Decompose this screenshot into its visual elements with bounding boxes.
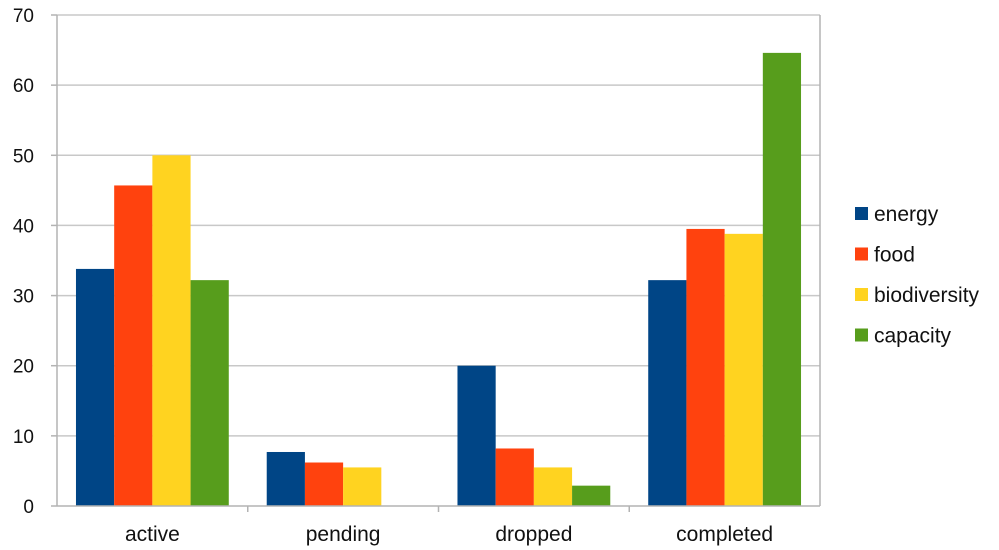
- bar-biodiversity-pending: [343, 467, 382, 506]
- legend-swatch: [855, 247, 868, 261]
- bar-biodiversity-completed: [724, 233, 763, 507]
- bar-food-active: [114, 185, 153, 506]
- legend-item-capacity: capacity: [855, 325, 952, 348]
- bars: [75, 52, 802, 507]
- legend-swatch: [855, 328, 868, 342]
- bar-energy-dropped: [457, 365, 496, 506]
- x-tick-labels: active pending dropped completed: [125, 523, 773, 546]
- axes: [51, 14, 821, 512]
- y-tick-label: 10: [13, 427, 34, 448]
- bar-food-dropped: [495, 448, 534, 506]
- y-tick-label: 30: [13, 287, 34, 308]
- x-tick-label: completed: [676, 523, 773, 546]
- x-tick-label: dropped: [495, 523, 572, 546]
- bar-capacity-dropped: [572, 485, 611, 506]
- y-tick-label: 50: [13, 146, 34, 167]
- bar-capacity-completed: [762, 52, 802, 507]
- bar-biodiversity-dropped: [533, 467, 573, 506]
- x-tick-label: active: [125, 523, 180, 546]
- y-tick-label: 20: [13, 357, 34, 378]
- y-tick-label: 60: [13, 76, 34, 97]
- legend-item-energy: energy: [855, 203, 939, 226]
- legend-item-food: food: [855, 244, 915, 267]
- legend-label: biodiversity: [874, 284, 980, 307]
- bar-capacity-active: [190, 280, 229, 506]
- legend: energy food biodiversity capacity: [855, 203, 980, 348]
- bar-energy-active: [75, 268, 115, 506]
- bar-food-pending: [304, 462, 344, 506]
- x-tick-label: pending: [306, 523, 381, 546]
- bar-biodiversity-active: [152, 155, 191, 507]
- y-tick-label: 40: [13, 216, 34, 237]
- y-tick-label: 70: [13, 6, 34, 27]
- legend-item-biodiversity: biodiversity: [855, 284, 980, 307]
- y-tick-label: 0: [23, 497, 34, 518]
- y-tick-labels: 0 10 20 30 40 50 60 70: [13, 6, 34, 518]
- bar-energy-completed: [648, 280, 687, 506]
- bar-food-completed: [686, 228, 725, 506]
- legend-label: energy: [874, 203, 939, 226]
- legend-label: capacity: [874, 325, 952, 348]
- legend-label: food: [874, 244, 915, 267]
- legend-swatch: [855, 288, 868, 301]
- bar-energy-pending: [266, 451, 305, 506]
- legend-swatch: [855, 207, 868, 220]
